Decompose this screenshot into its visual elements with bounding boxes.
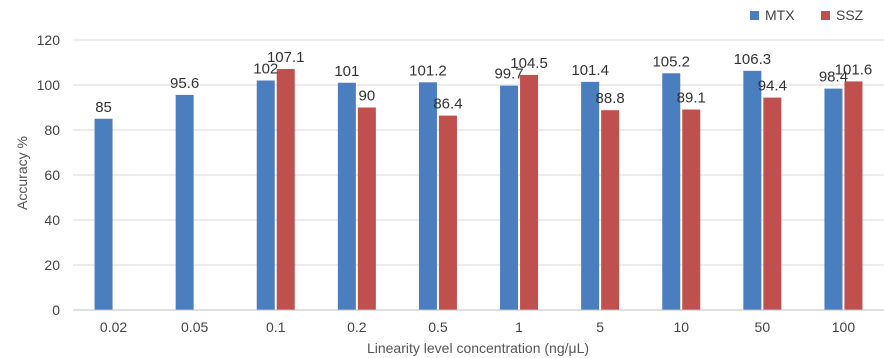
x-tick-label: 0.2 [347,319,367,335]
data-label-mtx: 98.4 [819,69,848,86]
y-tick-label: 100 [37,77,61,93]
x-tick-label: 0.1 [266,319,286,335]
data-label-mtx: 106.3 [734,51,772,68]
bar-mtx [94,118,113,310]
legend-label-mtx: MTX [765,7,795,23]
data-label-ssz: 88.8 [596,90,625,107]
y-tick-label: 40 [44,212,60,228]
legend: MTX SSZ [750,7,864,23]
bar-ssz [438,115,457,310]
data-label-ssz: 90 [359,88,376,105]
bars [94,69,863,311]
x-axis-title: Linearity level concentration (ng/μL) [367,340,589,356]
data-label-mtx: 101.2 [409,62,447,79]
legend-label-ssz: SSZ [836,7,864,23]
bar-ssz [520,74,539,310]
bar-ssz [357,107,376,310]
y-tick-label: 80 [44,122,60,138]
data-label-ssz: 94.4 [758,78,787,95]
data-label-mtx: 85 [95,99,112,116]
bar-mtx [418,82,437,310]
y-axis-title: Accuracy % [14,136,30,210]
data-label-ssz: 101.6 [835,61,873,78]
data-label-ssz: 89.1 [677,90,706,107]
data-label-mtx: 101 [334,63,359,80]
bar-ssz [601,110,620,310]
x-tick-label: 0.5 [428,319,448,335]
bar-mtx [175,94,194,311]
bar-mtx [743,70,762,310]
bar-mtx [581,81,600,310]
bar-ssz [844,81,863,311]
gridlines [73,39,884,266]
data-label-ssz: 107.1 [267,49,305,66]
legend-swatch-ssz [821,11,830,20]
data-label-mtx: 101.4 [571,62,609,79]
data-label-mtx: 99.7 [494,66,523,83]
bar-mtx [824,88,843,310]
bar-mtx [256,80,275,310]
x-tick-label: 50 [755,319,771,335]
bar-mtx [337,82,356,310]
y-axis-ticks: 0 20 40 60 80 100 120 [37,32,61,318]
x-tick-label: 0.05 [181,319,208,335]
x-tick-label: 5 [596,319,604,335]
bar-mtx [662,73,681,310]
y-tick-label: 0 [52,302,60,318]
y-tick-label: 120 [37,32,61,48]
x-tick-label: 100 [832,319,856,335]
bar-mtx [500,85,519,310]
x-tick-label: 10 [673,319,689,335]
data-label-mtx: 95.6 [170,75,199,92]
x-tick-label: 0.02 [100,319,127,335]
bar-ssz [276,69,295,311]
data-label-mtx: 102 [253,61,278,78]
y-tick-label: 60 [44,167,60,183]
legend-swatch-mtx [750,11,759,20]
bar-ssz [763,97,782,310]
data-label-ssz: 104.5 [510,55,548,72]
data-label-mtx: 105.2 [652,53,690,70]
bar-ssz [682,109,701,311]
x-tick-label: 1 [515,319,523,335]
x-axis-ticks: 0.02 0.05 0.1 0.2 0.5 1 5 10 50 100 [100,319,855,335]
data-label-ssz: 86.4 [433,96,462,113]
y-tick-label: 20 [44,257,60,273]
